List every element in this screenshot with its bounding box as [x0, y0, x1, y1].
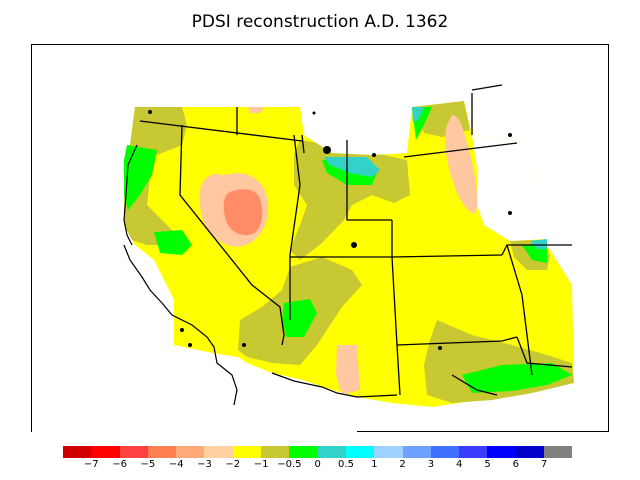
colorbar-swatch — [91, 446, 120, 458]
colorbar-swatch — [63, 446, 92, 458]
pdsi-contour-light-orange — [248, 107, 264, 113]
pdsi-contour-light-orange — [336, 345, 360, 395]
colorbar — [63, 446, 573, 458]
map-title: PDSI reconstruction A.D. 1362 — [191, 12, 449, 32]
pdsi-contour-green — [282, 299, 317, 337]
state-boundaries — [139, 84, 573, 398]
colorbar-swatch — [232, 446, 262, 458]
colorbar-swatch — [402, 446, 431, 458]
colorbar-swatch — [515, 446, 545, 458]
colorbar-swatch — [459, 446, 488, 458]
colorbar-tick-label: −3 — [197, 459, 212, 470]
colorbar-swatch — [289, 446, 318, 458]
colorbar-swatch — [374, 446, 403, 458]
colorbar-swatch — [544, 446, 573, 458]
colorbar-tick-label: 6 — [512, 459, 519, 470]
colorbar-swatch — [430, 446, 460, 458]
colorbar-tick-label: 3 — [427, 459, 435, 470]
pdsi-contour-olive — [124, 107, 187, 245]
lakes — [148, 110, 512, 350]
colorbar-tick-label: −6 — [112, 459, 127, 470]
colorbar-tick-label: 2 — [399, 459, 406, 470]
colorbar-swatch — [317, 446, 346, 458]
colorbar-tick-label: 0 — [314, 459, 321, 470]
colorbar-swatch — [119, 446, 148, 458]
pdsi-contour-teal — [412, 107, 424, 123]
no-data-region — [472, 135, 547, 241]
pdsi-map — [32, 84, 574, 433]
colorbar-tick-label: −5 — [140, 459, 156, 470]
colorbar-tick-label: −2 — [225, 459, 241, 470]
pdsi-contour-green — [154, 230, 192, 255]
pdsi-contour-orange — [223, 189, 263, 236]
colorbar-swatch — [261, 446, 290, 458]
colorbar-tick-label: −1 — [253, 459, 269, 470]
pdsi-contour-light-orange — [445, 115, 478, 214]
colorbar-swatch — [176, 446, 205, 458]
colorbar-tick-label: −0.5 — [277, 459, 302, 470]
pdsi-contour-teal — [530, 239, 547, 249]
colorbar-tick-label: 7 — [540, 459, 548, 470]
coastline — [123, 144, 358, 406]
colorbar-tick-label: 1 — [371, 459, 378, 470]
pdsi-contour-teal — [324, 157, 380, 177]
no-data-region — [32, 245, 357, 433]
colorbar-tick-label: 4 — [456, 459, 463, 470]
map-frame — [31, 44, 609, 433]
pdsi-contour-green — [462, 363, 572, 393]
colorbar-swatch — [204, 446, 233, 458]
colorbar-tick-label: 5 — [484, 459, 491, 470]
colorbar-swatch — [345, 446, 375, 458]
colorbar-tick-label: −7 — [83, 459, 99, 470]
pdsi-contour-green — [124, 145, 157, 210]
colorbar-swatch — [147, 446, 177, 458]
colorbar-tick-label: −4 — [168, 459, 184, 470]
colorbar-swatch — [487, 446, 516, 458]
colorbar-tick-label: 0.5 — [338, 459, 354, 470]
